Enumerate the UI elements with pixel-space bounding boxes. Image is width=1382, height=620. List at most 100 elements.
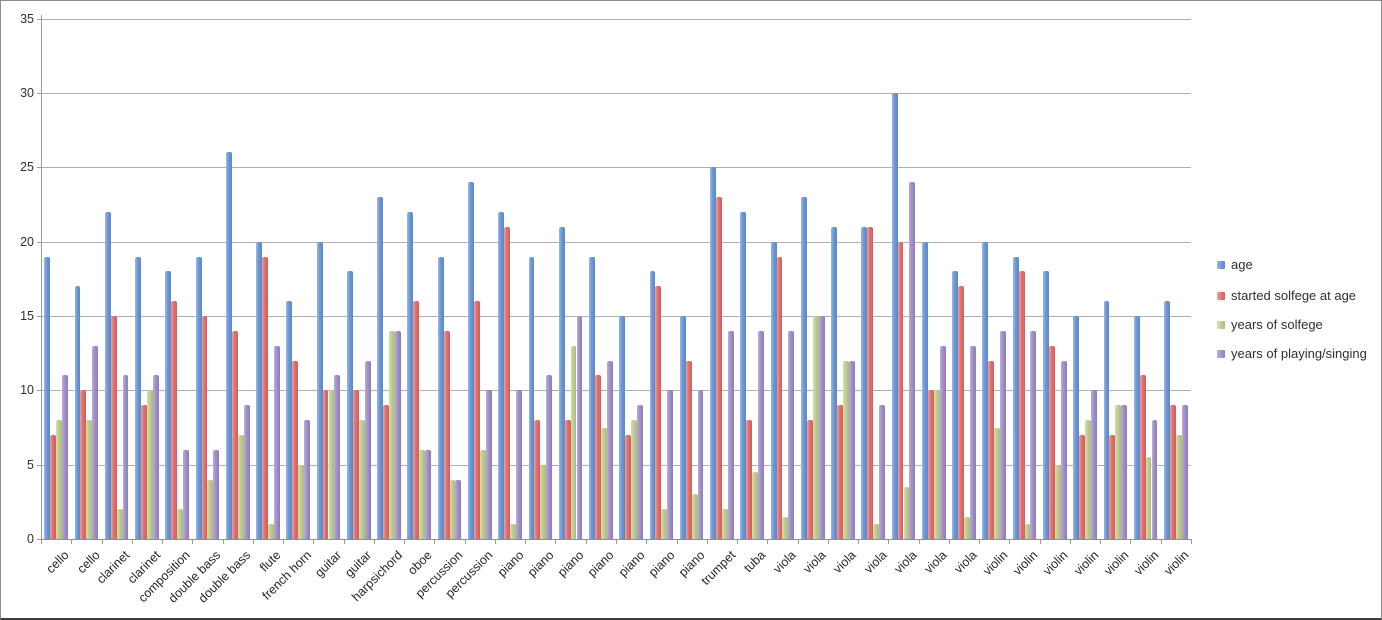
bar-years-of-solfege: [86, 420, 93, 539]
x-axis-category-label: piano: [615, 548, 648, 580]
x-axis-category-label: piano: [494, 548, 526, 580]
x-axis-category-label: violin: [1070, 548, 1101, 579]
bar-age: [44, 256, 51, 539]
bar-started-solfege-at-age: [322, 390, 329, 539]
bar-years-of-solfege: [812, 316, 819, 539]
bar-years-of-playing-singing: [758, 330, 764, 539]
bar-age: [498, 211, 505, 539]
bar-years-of-solfege: [419, 449, 426, 539]
x-tick: [162, 539, 164, 544]
bar-years-of-playing-singing: [334, 375, 341, 539]
x-tick: [41, 539, 42, 544]
gridline: [41, 390, 1191, 392]
x-tick: [1009, 539, 1011, 544]
bar-years-of-solfege: [1175, 434, 1182, 539]
bar-years-of-playing-singing: [546, 375, 553, 539]
bar-years-of-playing-singing: [122, 375, 129, 539]
bar-years-of-solfege: [177, 509, 184, 539]
bar-age: [1043, 271, 1049, 539]
bar-years-of-playing-singing: [1060, 360, 1067, 539]
bar-started-solfege-at-age: [806, 420, 813, 539]
bar-started-solfege-at-age: [988, 360, 995, 539]
bar-started-solfege-at-age: [383, 405, 390, 539]
bar-years-of-solfege: [903, 486, 910, 539]
y-axis-tick-label: 15: [20, 309, 34, 323]
x-tick: [71, 539, 73, 544]
x-tick: [616, 539, 617, 544]
x-tick: [888, 539, 890, 544]
bar-started-solfege-at-age: [80, 390, 87, 539]
bar-age: [104, 211, 111, 539]
bar-years-of-solfege: [146, 390, 153, 539]
bar-started-solfege-at-age: [746, 420, 753, 539]
bar-years-of-playing-singing: [1181, 405, 1188, 539]
x-tick: [373, 539, 375, 544]
bar-age: [740, 211, 747, 539]
bar-years-of-playing-singing: [183, 449, 189, 539]
bar-started-solfege-at-age: [1109, 434, 1116, 539]
x-tick: [1069, 539, 1071, 544]
x-axis-category-label: viola: [770, 548, 799, 577]
y-tick: [37, 167, 41, 169]
bar-started-solfege-at-age: [716, 197, 722, 539]
x-tick: [283, 539, 285, 544]
gridline: [41, 18, 1191, 20]
bar-started-solfege-at-age: [534, 420, 541, 539]
y-axis-tick-label: 25: [20, 160, 34, 175]
x-tick: [858, 539, 860, 544]
bar-started-solfege-at-age: [1169, 405, 1176, 539]
x-axis-category-label: piano: [645, 548, 678, 580]
x-axis-category-label: viola: [921, 548, 950, 577]
y-tick: [37, 241, 41, 243]
x-tick: [192, 539, 194, 544]
y-axis-tick-label: 30: [20, 86, 34, 101]
y-tick: [37, 316, 41, 317]
bar-started-solfege-at-age: [50, 434, 57, 539]
x-tick: [676, 539, 678, 544]
bar-age: [135, 256, 141, 539]
y-axis-tick-label: 10: [20, 383, 34, 398]
bar-years-of-playing-singing: [939, 345, 946, 539]
bar-started-solfege-at-age: [655, 286, 662, 539]
bar-started-solfege-at-age: [1079, 434, 1086, 539]
legend-label: years of solfege: [1231, 317, 1323, 332]
bar-years-of-playing-singing: [364, 360, 371, 539]
bar-started-solfege-at-age: [473, 301, 480, 539]
bar-age: [407, 211, 414, 539]
bar-years-of-playing-singing: [727, 330, 734, 539]
bar-years-of-solfege: [933, 390, 940, 539]
bar-age: [770, 241, 777, 539]
bar-started-solfege-at-age: [443, 330, 450, 539]
bar-age: [1133, 316, 1140, 539]
y-axis-tick-label: 20: [20, 234, 34, 249]
x-axis-category-label: violin: [1040, 548, 1071, 579]
bar-started-solfege-at-age: [1139, 375, 1146, 539]
bar-age: [256, 241, 263, 539]
bar-years-of-playing-singing: [485, 390, 492, 539]
bar-age: [1103, 301, 1110, 539]
bar-age: [710, 167, 716, 539]
bar-years-of-playing-singing: [576, 316, 583, 539]
y-tick: [37, 93, 41, 95]
bar-age: [891, 93, 898, 539]
bar-years-of-playing-singing: [1151, 420, 1158, 539]
x-axis-category-label: tuba: [740, 548, 769, 576]
bar-years-of-solfege: [358, 420, 365, 539]
bar-years-of-playing-singing: [455, 479, 462, 539]
bar-age: [437, 256, 444, 539]
x-axis-category-label: violin: [1101, 548, 1132, 579]
x-tick: [948, 539, 950, 544]
x-tick: [827, 539, 829, 544]
bar-age: [679, 316, 686, 539]
bar-years-of-playing-singing: [213, 449, 220, 539]
bar-years-of-playing-singing: [788, 330, 795, 539]
x-axis-category-label: viola: [830, 548, 859, 577]
x-tick: [1130, 539, 1132, 544]
bar-years-of-solfege: [570, 345, 577, 539]
y-axis-tick-label: 35: [20, 11, 34, 26]
bar-age: [589, 256, 595, 539]
bar-years-of-playing-singing: [515, 390, 522, 539]
y-tick: [37, 539, 41, 540]
x-tick: [555, 539, 557, 544]
x-tick: [767, 539, 769, 544]
